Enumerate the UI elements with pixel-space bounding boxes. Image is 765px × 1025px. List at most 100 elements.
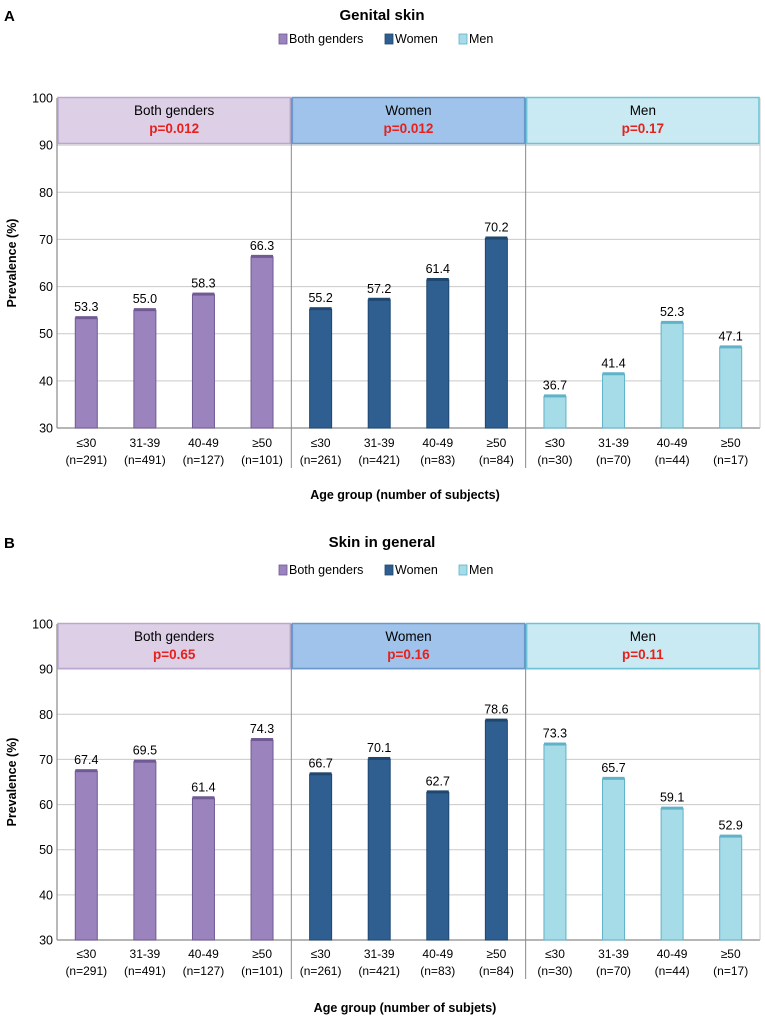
x-tick-n-label: (n=84): [479, 453, 514, 467]
y-tick-label: 100: [32, 92, 53, 106]
bar-cap: [368, 297, 391, 301]
x-tick-n-label: (n=44): [655, 964, 690, 978]
y-tick-label: 30: [39, 422, 53, 436]
x-tick-n-label: (n=83): [420, 453, 455, 467]
x-tick-n-label: (n=70): [596, 964, 631, 978]
bar-cap: [719, 345, 742, 349]
x-tick-n-label: (n=421): [358, 453, 400, 467]
group-p-value: p=0.012: [384, 121, 434, 136]
x-tick-label: 40-49: [422, 436, 453, 450]
bar-both: [191, 294, 215, 429]
bar-both: [250, 256, 274, 429]
bar-value-label: 55.2: [308, 291, 332, 305]
y-tick-label: 40: [39, 374, 53, 388]
x-tick-n-label: (n=30): [537, 453, 572, 467]
bar-women: [426, 279, 450, 429]
x-tick-n-label: (n=491): [124, 453, 166, 467]
bar-value-label: 66.7: [308, 756, 332, 770]
bar-cap: [192, 796, 215, 800]
bar-men: [660, 322, 684, 429]
bar-both: [133, 309, 157, 429]
x-tick-label: ≤30: [311, 947, 331, 961]
y-tick-label: 30: [39, 934, 53, 948]
legend-swatch-men: [458, 564, 468, 576]
bar-cap: [309, 772, 332, 776]
x-tick-label: ≤30: [76, 436, 96, 450]
legend-label-men: Men: [469, 32, 493, 46]
group-p-value: p=0.11: [622, 647, 664, 662]
bar-women: [426, 791, 450, 941]
group-p-value: p=0.17: [622, 121, 664, 136]
bar-value-label: 78.6: [484, 703, 508, 717]
x-axis-label: Age group (number of subjets): [314, 1001, 497, 1015]
y-tick-label: 80: [39, 186, 53, 200]
x-tick-label: ≥50: [252, 947, 272, 961]
bar-cap: [368, 756, 391, 760]
bar-value-label: 52.9: [719, 819, 743, 833]
x-tick-label: ≤30: [311, 436, 331, 450]
x-tick-n-label: (n=261): [300, 453, 342, 467]
bar-both: [74, 770, 98, 941]
legend-swatch-women: [384, 33, 394, 45]
x-tick-label: 31-39: [598, 947, 629, 961]
bar-women: [484, 237, 508, 429]
x-tick-n-label: (n=127): [183, 964, 225, 978]
group-header-title: Men: [630, 629, 656, 644]
bar-men: [543, 395, 567, 429]
bar-value-label: 65.7: [601, 761, 625, 775]
bar-men: [719, 346, 743, 429]
bar-women: [484, 720, 508, 941]
group-header-title: Women: [385, 629, 431, 644]
bar-cap: [602, 372, 625, 376]
x-tick-label: 40-49: [188, 947, 219, 961]
x-tick-label: ≥50: [721, 436, 741, 450]
group-p-value: p=0.16: [387, 647, 430, 662]
x-tick-label: 31-39: [130, 436, 161, 450]
bar-value-label: 61.4: [426, 262, 450, 276]
bar-cap: [251, 738, 274, 742]
y-tick-label: 100: [32, 618, 53, 632]
bar-value-label: 55.0: [133, 292, 157, 306]
bar-cap: [75, 316, 98, 320]
panel-label: B: [4, 535, 15, 552]
bar-men: [602, 373, 626, 429]
bar-cap: [661, 320, 684, 324]
bar-value-label: 61.4: [191, 780, 215, 794]
bar-value-label: 69.5: [133, 744, 157, 758]
x-tick-label: 40-49: [422, 947, 453, 961]
group-header-title: Both genders: [134, 629, 215, 644]
bar-cap: [543, 742, 566, 746]
y-axis-label: Prevalence (%): [5, 219, 19, 308]
bar-women: [367, 758, 391, 941]
x-tick-n-label: (n=83): [420, 964, 455, 978]
y-tick-label: 70: [39, 753, 53, 767]
legend-label-both: Both genders: [289, 563, 363, 577]
bar-men: [543, 744, 567, 941]
bar-value-label: 53.3: [74, 300, 98, 314]
bar-value-label: 70.2: [484, 220, 508, 234]
y-tick-label: 80: [39, 708, 53, 722]
bar-cap: [251, 254, 274, 258]
bar-men: [660, 808, 684, 941]
y-tick-label: 90: [39, 663, 53, 677]
x-tick-label: ≤30: [545, 947, 565, 961]
bar-both: [191, 797, 215, 941]
panel-label: A: [4, 8, 15, 25]
bar-cap: [719, 834, 742, 838]
bar-cap: [133, 308, 156, 312]
bar-value-label: 66.3: [250, 239, 274, 253]
group-header-women: [291, 622, 526, 670]
group-p-value: p=0.012: [149, 121, 199, 136]
group-header-title: Both genders: [134, 103, 215, 118]
group-header-title: Men: [630, 103, 656, 118]
x-tick-n-label: (n=84): [479, 964, 514, 978]
legend-label-both: Both genders: [289, 32, 363, 46]
chart-title: Skin in general: [329, 534, 436, 551]
chart-title: Genital skin: [339, 7, 424, 24]
bar-value-label: 52.3: [660, 305, 684, 319]
x-tick-label: 40-49: [188, 436, 219, 450]
bar-value-label: 70.1: [367, 741, 391, 755]
bar-cap: [426, 277, 449, 281]
